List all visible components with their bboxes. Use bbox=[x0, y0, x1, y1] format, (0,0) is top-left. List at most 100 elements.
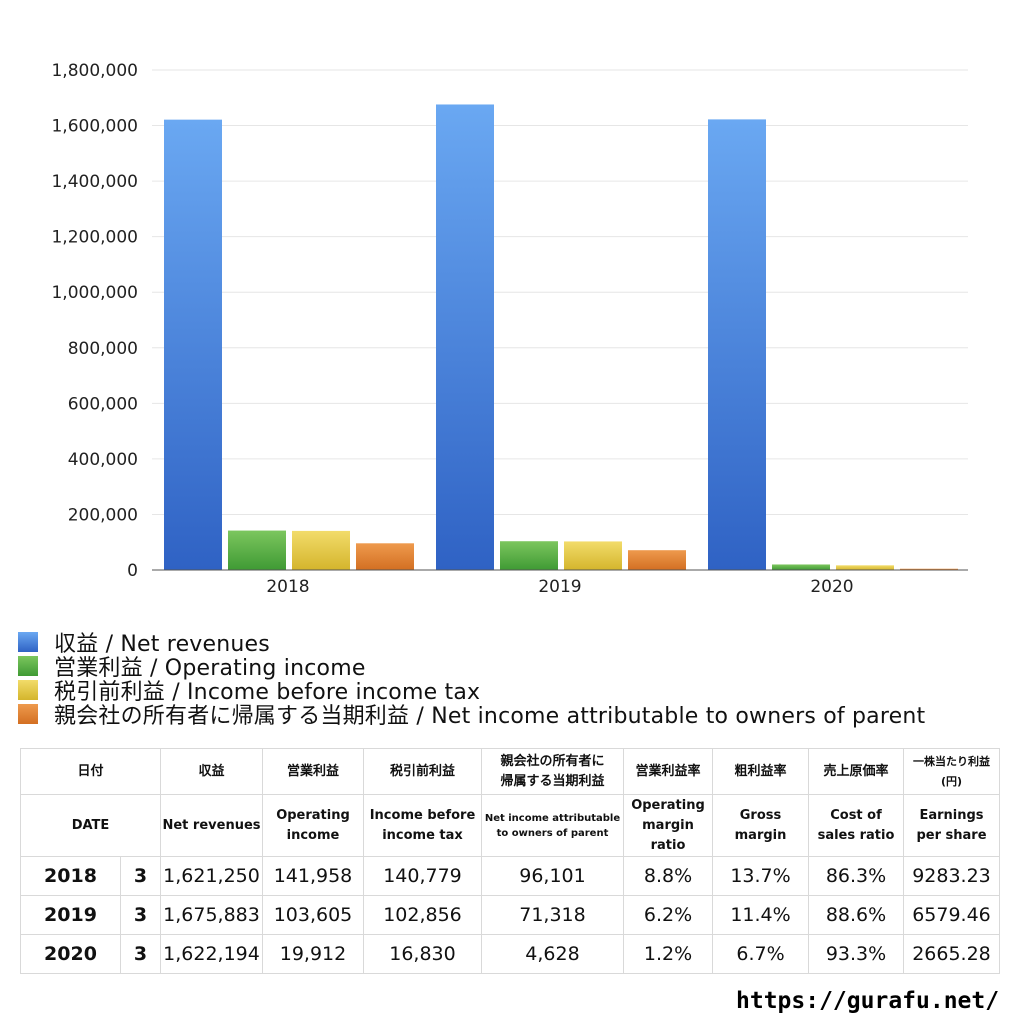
cell-month: 3 bbox=[120, 895, 161, 935]
bar-2019-series-0 bbox=[436, 104, 494, 571]
y-tick-label: 1,800,000 bbox=[51, 61, 138, 81]
legend-swatch bbox=[18, 680, 38, 700]
y-tick-label: 0 bbox=[127, 561, 138, 581]
header-eps-jp-line1: 一株当たり利益 bbox=[913, 754, 990, 768]
header-gross-en-line1: Gross bbox=[739, 807, 782, 823]
y-tick-label: 800,000 bbox=[68, 339, 138, 359]
header-gross-en: Gross margin bbox=[712, 794, 809, 857]
header-netincome-en-line1: Net income attributable bbox=[484, 812, 621, 824]
header-op-margin-en-line2: margin bbox=[642, 817, 694, 833]
cell-revenues: 1,621,250 bbox=[160, 856, 263, 896]
legend-item-net-revenues: 収益 / Net revenues bbox=[18, 630, 925, 657]
header-date-en: DATE bbox=[20, 794, 161, 857]
cell-pretax: 102,856 bbox=[363, 895, 482, 935]
cell-gross-margin: 6.7% bbox=[712, 934, 809, 974]
x-axis-ticks: 2018 2019 2020 bbox=[266, 577, 853, 597]
header-cost-ratio-jp: 売上原価率 bbox=[808, 748, 904, 795]
y-tick-label: 200,000 bbox=[68, 505, 138, 525]
bar-2018-series-1 bbox=[228, 530, 286, 570]
bar-2019-series-3 bbox=[628, 550, 686, 570]
bar-2020-series-0 bbox=[708, 119, 766, 570]
header-netincome-jp-line2: 帰属する当期利益 bbox=[500, 773, 605, 789]
header-gross-en-line2: margin bbox=[734, 827, 787, 843]
header-eps-jp-line2: (円) bbox=[940, 774, 963, 788]
bar-2018-series-3 bbox=[356, 543, 414, 570]
cell-revenues: 1,622,194 bbox=[160, 934, 263, 974]
cell-operating: 141,958 bbox=[262, 856, 364, 896]
header-row-en: DATE Net revenues Operating income Incom… bbox=[20, 794, 1000, 857]
header-operating-jp: 営業利益 bbox=[262, 748, 364, 795]
y-tick-label: 1,000,000 bbox=[51, 283, 138, 303]
bar-2020-series-3 bbox=[900, 568, 958, 570]
header-pretax-en-line2: income tax bbox=[382, 827, 463, 843]
bar-2019-series-2 bbox=[564, 541, 622, 570]
header-eps-en-line2: per share bbox=[916, 827, 987, 843]
cell-op-margin: 6.2% bbox=[623, 895, 713, 935]
header-op-margin-jp: 営業利益率 bbox=[623, 748, 713, 795]
header-eps-jp: 一株当たり利益 (円) bbox=[903, 748, 1000, 795]
cell-op-margin: 1.2% bbox=[623, 934, 713, 974]
legend-label: 収益 / Net revenues bbox=[54, 632, 270, 657]
legend-swatch bbox=[18, 656, 38, 676]
cell-cost-ratio: 88.6% bbox=[808, 895, 904, 935]
source-url[interactable]: https://gurafu.net/ bbox=[736, 988, 1000, 1014]
header-op-margin-en-line3: ratio bbox=[650, 837, 686, 853]
header-gross-margin-jp: 粗利益率 bbox=[712, 748, 809, 795]
cell-year: 2020 bbox=[20, 934, 121, 974]
table-row: 2019 3 1,675,883 103,605 102,856 71,318 … bbox=[20, 895, 1000, 935]
header-date-jp: 日付 bbox=[20, 748, 161, 795]
cell-netincome: 4,628 bbox=[481, 934, 624, 974]
bar-2020-series-1 bbox=[772, 564, 830, 570]
cell-cost-ratio: 93.3% bbox=[808, 934, 904, 974]
legend-item-operating-income: 営業利益 / Operating income bbox=[18, 654, 925, 681]
legend-swatch bbox=[18, 632, 38, 652]
cell-gross-margin: 13.7% bbox=[712, 856, 809, 896]
gridlines bbox=[152, 69, 968, 515]
header-row-jp: 日付 収益 営業利益 税引前利益 親会社の所有者に 帰属する当期利益 営業利益率… bbox=[20, 748, 1000, 795]
cell-pretax: 16,830 bbox=[363, 934, 482, 974]
legend-label: 親会社の所有者に帰属する当期利益 / Net income attributab… bbox=[54, 704, 926, 729]
header-cost-en-line2: sales ratio bbox=[817, 827, 895, 843]
cell-eps: 9283.23 bbox=[903, 856, 1000, 896]
header-eps-en-line1: Earnings bbox=[919, 807, 984, 823]
cell-year: 2018 bbox=[20, 856, 121, 896]
header-operating-en-line2: income bbox=[286, 827, 340, 843]
y-tick-label: 1,600,000 bbox=[51, 117, 138, 137]
header-operating-en-line1: Operating bbox=[276, 807, 350, 823]
legend-item-net-income-parent: 親会社の所有者に帰属する当期利益 / Net income attributab… bbox=[18, 702, 925, 729]
header-op-margin-en-line1: Operating bbox=[631, 797, 705, 813]
cell-month: 3 bbox=[120, 856, 161, 896]
header-pretax-en: Income before income tax bbox=[363, 794, 482, 857]
legend-swatch bbox=[18, 704, 38, 724]
cell-netincome: 71,318 bbox=[481, 895, 624, 935]
bar-2018-series-2 bbox=[292, 530, 350, 570]
y-tick-label: 1,400,000 bbox=[51, 172, 138, 192]
header-op-margin-en: Operating margin ratio bbox=[623, 794, 713, 857]
cell-month: 3 bbox=[120, 934, 161, 974]
bar-2020-series-2 bbox=[836, 565, 894, 570]
cell-revenues: 1,675,883 bbox=[160, 895, 263, 935]
header-netincome-jp-line1: 親会社の所有者に bbox=[500, 753, 605, 769]
financial-table-wrapper: 日付 収益 営業利益 税引前利益 親会社の所有者に 帰属する当期利益 営業利益率… bbox=[20, 748, 1000, 974]
financial-table: 日付 収益 営業利益 税引前利益 親会社の所有者に 帰属する当期利益 営業利益率… bbox=[20, 748, 1000, 974]
header-pretax-en-line1: Income before bbox=[369, 807, 476, 823]
bars bbox=[164, 104, 958, 571]
x-tick-label: 2018 bbox=[266, 577, 309, 597]
table-row: 2020 3 1,622,194 19,912 16,830 4,628 1.2… bbox=[20, 934, 1000, 974]
cell-gross-margin: 11.4% bbox=[712, 895, 809, 935]
header-pretax-jp: 税引前利益 bbox=[363, 748, 482, 795]
cell-operating: 19,912 bbox=[262, 934, 364, 974]
bar-2019-series-1 bbox=[500, 541, 558, 570]
cell-eps: 6579.46 bbox=[903, 895, 1000, 935]
bar-2018-series-0 bbox=[164, 119, 222, 571]
cell-cost-ratio: 86.3% bbox=[808, 856, 904, 896]
chart-legend: 収益 / Net revenues 営業利益 / Operating incom… bbox=[18, 630, 925, 729]
y-tick-label: 1,200,000 bbox=[51, 228, 138, 248]
legend-label: 営業利益 / Operating income bbox=[54, 656, 366, 681]
header-eps-en: Earnings per share bbox=[903, 794, 1000, 857]
x-tick-label: 2020 bbox=[810, 577, 853, 597]
header-netincome-en: Net income attributable to owners of par… bbox=[481, 794, 624, 857]
cell-op-margin: 8.8% bbox=[623, 856, 713, 896]
cell-netincome: 96,101 bbox=[481, 856, 624, 896]
y-axis-ticks: 0 200,000 400,000 600,000 800,000 1,000,000 1,… bbox=[51, 61, 138, 581]
